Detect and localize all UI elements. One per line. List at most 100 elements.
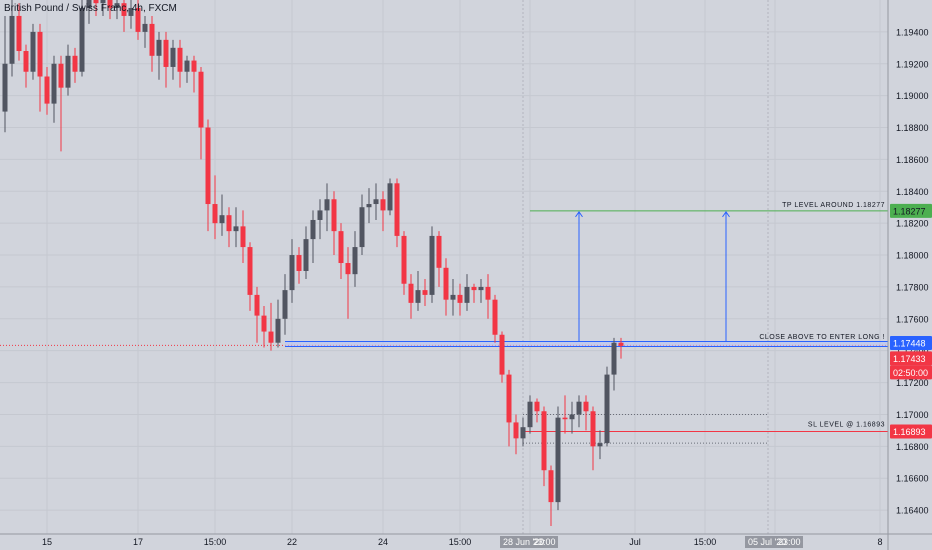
- candle[interactable]: [296, 247, 302, 284]
- candle[interactable]: [569, 401, 575, 434]
- candle[interactable]: [198, 66, 204, 160]
- candle[interactable]: [422, 278, 428, 307]
- candle[interactable]: [359, 194, 365, 256]
- candle[interactable]: [72, 47, 78, 83]
- candle[interactable]: [156, 31, 162, 80]
- tp-label[interactable]: TP LEVEL AROUND 1.18277: [782, 202, 885, 209]
- candle[interactable]: [142, 15, 148, 48]
- candle[interactable]: [317, 199, 323, 240]
- candle[interactable]: [275, 299, 281, 348]
- candle[interactable]: [247, 242, 253, 311]
- candle[interactable]: [492, 294, 498, 343]
- candle[interactable]: [219, 194, 225, 236]
- candle[interactable]: [345, 247, 351, 319]
- candle[interactable]: [170, 39, 176, 80]
- candles[interactable]: [2, 0, 624, 527]
- candle[interactable]: [58, 55, 64, 152]
- candle[interactable]: [583, 395, 589, 431]
- candle[interactable]: [310, 210, 316, 264]
- sl-label[interactable]: SL LEVEL @ 1.16893: [808, 422, 885, 429]
- candle[interactable]: [79, 0, 85, 77]
- candle[interactable]: [443, 258, 449, 316]
- candle[interactable]: [303, 226, 309, 279]
- candle[interactable]: [471, 283, 477, 303]
- candle[interactable]: [212, 175, 218, 240]
- candle[interactable]: [65, 44, 71, 96]
- candle[interactable]: [331, 191, 337, 256]
- candle[interactable]: [534, 398, 540, 423]
- candle[interactable]: [324, 183, 330, 232]
- candle[interactable]: [394, 178, 400, 248]
- candle[interactable]: [380, 191, 386, 232]
- candle[interactable]: [590, 406, 596, 471]
- candle[interactable]: [240, 210, 246, 264]
- candle[interactable]: [205, 119, 211, 232]
- candle[interactable]: [86, 0, 92, 24]
- target-arrows[interactable]: [575, 211, 730, 342]
- candle[interactable]: [254, 286, 260, 343]
- candle[interactable]: [415, 270, 421, 311]
- candle[interactable]: [464, 274, 470, 311]
- candle[interactable]: [100, 0, 106, 16]
- candle[interactable]: [23, 44, 29, 88]
- candle[interactable]: [597, 430, 603, 460]
- candle[interactable]: [562, 395, 568, 434]
- candle[interactable]: [149, 15, 155, 72]
- candle[interactable]: [408, 274, 414, 319]
- candle[interactable]: [268, 302, 274, 351]
- candle[interactable]: [44, 66, 50, 115]
- candle[interactable]: [478, 278, 484, 303]
- candle-body: [485, 286, 491, 300]
- tp-arrow[interactable]: [575, 211, 583, 342]
- candle[interactable]: [520, 417, 526, 447]
- candle[interactable]: [16, 3, 22, 61]
- candle[interactable]: [37, 23, 43, 112]
- candle[interactable]: [289, 239, 295, 303]
- entry-label[interactable]: CLOSE ABOVE TO ENTER LONG !: [759, 334, 885, 341]
- candle[interactable]: [135, 0, 141, 40]
- candle[interactable]: [282, 274, 288, 335]
- candle[interactable]: [2, 15, 8, 133]
- candle[interactable]: [128, 0, 134, 29]
- candle[interactable]: [401, 231, 407, 295]
- candle[interactable]: [485, 274, 491, 319]
- candle[interactable]: [261, 306, 267, 348]
- candle[interactable]: [436, 231, 442, 287]
- candle[interactable]: [93, 0, 99, 16]
- candle[interactable]: [604, 366, 610, 447]
- candle[interactable]: [618, 337, 624, 359]
- candle[interactable]: [366, 188, 372, 224]
- candle[interactable]: [527, 395, 533, 434]
- annotation-labels[interactable]: TP LEVEL AROUND 1.18277 CLOSE ABOVE TO EN…: [759, 202, 885, 429]
- candle[interactable]: [184, 55, 190, 83]
- candle[interactable]: [450, 278, 456, 316]
- candle[interactable]: [177, 39, 183, 88]
- candle[interactable]: [352, 231, 358, 287]
- candle[interactable]: [51, 55, 57, 123]
- candle[interactable]: [506, 369, 512, 447]
- candle[interactable]: [114, 0, 120, 20]
- candle[interactable]: [233, 207, 239, 248]
- candle[interactable]: [226, 207, 232, 248]
- candle[interactable]: [499, 331, 505, 383]
- candle[interactable]: [548, 465, 554, 527]
- candle[interactable]: [373, 183, 379, 220]
- candle[interactable]: [338, 223, 344, 279]
- candle[interactable]: [541, 406, 547, 487]
- candle[interactable]: [576, 395, 582, 428]
- candle[interactable]: [611, 337, 617, 391]
- candle[interactable]: [121, 0, 127, 32]
- candle[interactable]: [107, 0, 113, 20]
- candle[interactable]: [457, 283, 463, 316]
- candle[interactable]: [191, 55, 197, 93]
- candle[interactable]: [513, 414, 519, 455]
- candle[interactable]: [387, 178, 393, 216]
- candle[interactable]: [555, 406, 561, 511]
- candle[interactable]: [9, 0, 15, 77]
- candle[interactable]: [30, 23, 36, 80]
- tp-arrow[interactable]: [722, 211, 730, 342]
- candle[interactable]: [163, 31, 169, 88]
- candle[interactable]: [429, 226, 435, 303]
